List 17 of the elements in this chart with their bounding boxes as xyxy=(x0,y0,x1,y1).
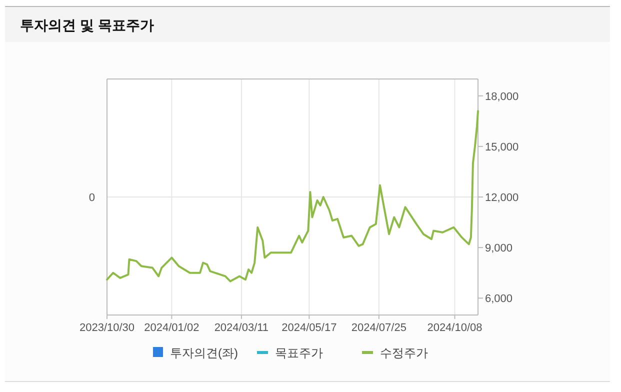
x-tick-label: 2024/07/25 xyxy=(351,322,406,334)
y2-tick-label: 9,000 xyxy=(485,242,513,255)
chart-title: 투자의견 및 목표주가 xyxy=(20,17,154,33)
y2-tick-label: 18,000 xyxy=(485,90,519,103)
y2-tick-label: 6,000 xyxy=(485,293,513,306)
x-tick-label: 2023/10/30 xyxy=(79,322,135,334)
y2-tick-label: 15,000 xyxy=(485,141,519,154)
y2-tick-label: 12,000 xyxy=(485,192,519,204)
legend-label: 목표주가 xyxy=(275,346,323,360)
text: 0 xyxy=(88,192,95,204)
x-tick-label: 2024/01/02 xyxy=(144,322,200,334)
x-tick-label: 2024/03/11 xyxy=(214,322,269,334)
x-tick-label: 2024/05/17 xyxy=(282,322,337,334)
legend-label: 수정주가 xyxy=(380,346,428,360)
legend-label: 투자의견(좌) xyxy=(170,346,238,360)
line-series xyxy=(106,110,479,282)
x-tick-label: 2024/10/08 xyxy=(427,322,482,334)
